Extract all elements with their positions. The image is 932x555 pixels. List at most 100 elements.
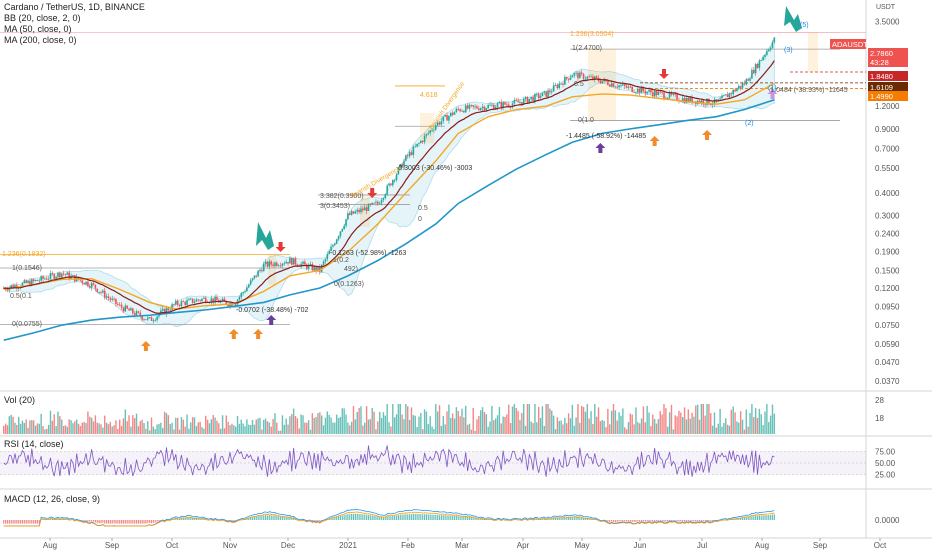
macd-histogram-bar bbox=[319, 520, 320, 522]
candle-body bbox=[168, 308, 170, 310]
price-badge-text: 1.8480 bbox=[870, 72, 893, 81]
rsi-label[interactable]: RSI (14, close) bbox=[4, 439, 64, 449]
candle-body bbox=[616, 87, 618, 88]
volume-bar bbox=[209, 423, 210, 434]
volume-bar bbox=[755, 408, 756, 434]
macd-histogram-bar bbox=[359, 514, 360, 520]
volume-bar bbox=[271, 427, 272, 434]
macd-histogram-bar bbox=[450, 515, 451, 520]
macd-pane: 0.0000 bbox=[3, 509, 900, 526]
volume-bar bbox=[314, 418, 315, 434]
candle-body bbox=[508, 105, 510, 107]
candle-body bbox=[282, 264, 284, 266]
macd-histogram-bar bbox=[373, 516, 374, 520]
volume-bar bbox=[29, 420, 30, 434]
candle-body bbox=[519, 102, 521, 103]
candle-body bbox=[568, 79, 570, 80]
volume-bar bbox=[706, 404, 707, 434]
macd-histogram-bar bbox=[377, 517, 378, 520]
volume-bar bbox=[381, 418, 382, 434]
macd-histogram-bar bbox=[127, 520, 128, 524]
candle-body bbox=[525, 97, 527, 99]
chart-annotation: (1) bbox=[768, 85, 777, 92]
macd-histogram-bar bbox=[405, 514, 406, 520]
candle-body bbox=[110, 298, 112, 300]
volume-bar bbox=[633, 424, 634, 434]
macd-histogram-bar bbox=[272, 516, 273, 520]
macd-histogram-bar bbox=[456, 516, 457, 520]
candle-body bbox=[306, 264, 308, 268]
volume-bar bbox=[269, 423, 270, 434]
volume-bar bbox=[370, 419, 371, 434]
macd-histogram-bar bbox=[284, 517, 285, 520]
volume-bar bbox=[463, 417, 464, 434]
volume-bar bbox=[523, 404, 524, 434]
macd-histogram-bar bbox=[635, 520, 636, 522]
candle-body bbox=[63, 273, 65, 274]
chart-annotation: (3) bbox=[784, 47, 793, 54]
volume-bar bbox=[125, 409, 126, 434]
macd-histogram-bar bbox=[140, 520, 141, 524]
macd-histogram-bar bbox=[381, 517, 382, 520]
macd-histogram-bar bbox=[755, 515, 756, 520]
candle-body bbox=[169, 310, 171, 311]
volume-bar bbox=[27, 428, 28, 434]
volume-bar bbox=[549, 409, 550, 434]
candle-body bbox=[560, 84, 562, 85]
volume-bar bbox=[441, 426, 442, 434]
volume-bar bbox=[149, 430, 150, 434]
macd-label[interactable]: MACD (12, 26, close, 9) bbox=[4, 494, 100, 504]
price-tick-label: 0.1200 bbox=[875, 284, 900, 293]
volume-bar bbox=[688, 409, 689, 434]
volume-bar bbox=[190, 422, 191, 434]
candle-body bbox=[659, 92, 661, 93]
candle-body bbox=[53, 274, 55, 279]
candle-body bbox=[93, 283, 95, 285]
chart-annotation: 1.236(0.1832) bbox=[2, 251, 46, 258]
volume-bar bbox=[428, 424, 429, 434]
macd-histogram-bar bbox=[639, 520, 640, 522]
volume-bar bbox=[175, 418, 176, 434]
volume-bar bbox=[762, 425, 763, 434]
volume-bar bbox=[244, 426, 245, 434]
candle-body bbox=[48, 279, 50, 280]
legend-bb[interactable]: BB (20, close, 2, 0) bbox=[4, 13, 145, 24]
volume-bar bbox=[110, 422, 111, 434]
volume-bar bbox=[751, 404, 752, 434]
volume-bar bbox=[660, 411, 661, 434]
volume-bar bbox=[50, 411, 51, 434]
price-tick-label: 0.4000 bbox=[875, 189, 900, 198]
candle-body bbox=[113, 299, 115, 300]
volume-bar bbox=[353, 406, 354, 434]
candle-body bbox=[46, 279, 48, 280]
volume-bar bbox=[448, 405, 449, 434]
volume-bar bbox=[534, 404, 535, 434]
volume-bar bbox=[516, 408, 517, 434]
volume-bar bbox=[611, 411, 612, 434]
candle-body bbox=[340, 231, 342, 236]
macd-histogram-bar bbox=[349, 514, 350, 520]
volume-bar bbox=[179, 430, 180, 434]
candle-body bbox=[42, 276, 44, 279]
candle-body bbox=[624, 84, 626, 86]
volume-bar bbox=[93, 421, 94, 434]
volume-bar bbox=[211, 419, 212, 434]
volume-bar bbox=[703, 404, 704, 434]
legend-ma50[interactable]: MA (50, close, 0) bbox=[4, 24, 145, 35]
volume-bar bbox=[130, 427, 131, 434]
vol-label[interactable]: Vol (20) bbox=[4, 395, 35, 405]
volume-bar bbox=[708, 404, 709, 434]
macd-histogram-bar bbox=[568, 517, 569, 520]
candle-body bbox=[156, 317, 158, 320]
macd-histogram-bar bbox=[624, 520, 625, 521]
candle-body bbox=[336, 239, 338, 243]
candle-body bbox=[740, 86, 742, 88]
volume-bar bbox=[39, 424, 40, 434]
candle-body bbox=[422, 141, 424, 142]
volume-bar bbox=[181, 417, 182, 434]
up-arrow-marker bbox=[229, 329, 239, 339]
volume-bar bbox=[248, 425, 249, 434]
legend-ma200[interactable]: MA (200, close, 0) bbox=[4, 35, 145, 46]
candle-body bbox=[194, 302, 196, 303]
legend-symbol[interactable]: Cardano / TetherUS, 1D, BINANCE bbox=[4, 2, 145, 13]
